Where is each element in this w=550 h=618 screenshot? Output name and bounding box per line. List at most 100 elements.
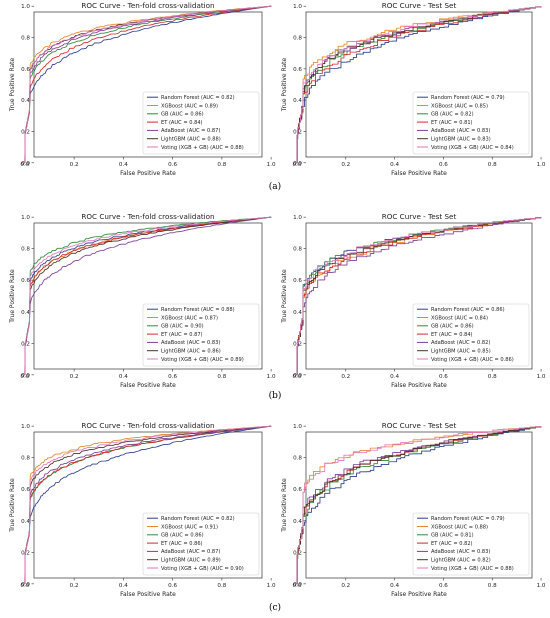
roc-curve-voting bbox=[296, 426, 542, 585]
legend-label: AdaBoost (AUC = 0.83) bbox=[431, 549, 490, 555]
y-tick-label: 0.6 bbox=[293, 487, 302, 493]
y-tick-label: 0.4 bbox=[21, 98, 30, 104]
legend-label: LightGBM (AUC = 0.86) bbox=[161, 349, 221, 355]
y-tick-label: 1.0 bbox=[21, 4, 30, 10]
legend-box bbox=[412, 512, 530, 576]
roc-panel-1: ROC Curve - Ten-fold cross-validation 0.0… bbox=[9, 1, 276, 177]
y-axis-label: True Positive Rate bbox=[9, 269, 16, 324]
row-label-b: (b) bbox=[268, 391, 282, 401]
x-tick-label: 0.4 bbox=[119, 583, 128, 589]
legend-label: GB (AUC = 0.86) bbox=[161, 533, 204, 539]
y-tick-label: 0.6 bbox=[21, 67, 30, 73]
legend-label: Voting (XGB + GB) (AUC = 0.89) bbox=[161, 357, 244, 363]
row-label-a: (a) bbox=[268, 182, 282, 192]
plot-frame bbox=[33, 431, 263, 579]
legend: Random Forest (AUC = 0.79) XGBoost (AUC =… bbox=[412, 512, 530, 576]
legend-label: XGBoost (AUC = 0.84) bbox=[431, 315, 488, 321]
roc-curve-lightgbm bbox=[24, 425, 272, 584]
roc-curve-et bbox=[24, 5, 272, 163]
y-tick-label: 0.4 bbox=[21, 519, 30, 525]
legend-box bbox=[142, 303, 260, 367]
legend-label: Random Forest (AUC = 0.86) bbox=[431, 307, 505, 313]
legend-label: AdaBoost (AUC = 0.83) bbox=[161, 340, 220, 346]
legend-label: GB (AUC = 0.86) bbox=[161, 112, 204, 118]
legend-label: ET (AUC = 0.87) bbox=[161, 332, 203, 338]
x-tick-label: 0.4 bbox=[390, 374, 399, 380]
legend: Random Forest (AUC = 0.88) XGBoost (AUC =… bbox=[142, 303, 260, 367]
roc-curve-lightgbm bbox=[296, 426, 542, 585]
y-tick-label: 0.8 bbox=[21, 456, 30, 462]
y-tick-label: 0.4 bbox=[21, 310, 30, 316]
legend: Random Forest (AUC = 0.86) XGBoost (AUC =… bbox=[412, 303, 530, 367]
y-tick-label: 0.6 bbox=[293, 67, 302, 73]
x-axis-label: False Positive Rate bbox=[120, 382, 176, 389]
legend-label: GB (AUC = 0.82) bbox=[431, 112, 474, 118]
y-tick-label: 0.6 bbox=[21, 487, 30, 493]
legend-label: Voting (XGB + GB) (AUC = 0.86) bbox=[431, 357, 514, 363]
x-tick-label: 0.8 bbox=[488, 162, 497, 168]
legend-label: Voting (XGB + GB) (AUC = 0.84) bbox=[431, 145, 514, 151]
roc-curve-adaboost bbox=[24, 5, 272, 163]
x-tick-label: 0.4 bbox=[119, 162, 128, 168]
roc-panel-5: ROC Curve - Ten-fold cross-validation 0.0… bbox=[9, 421, 276, 598]
roc-curve-et bbox=[24, 425, 272, 584]
y-tick-label: 1.0 bbox=[21, 424, 30, 430]
legend-label: LightGBM (AUC = 0.85) bbox=[431, 349, 491, 355]
chart-title: ROC Curve - Ten-fold cross-validation bbox=[81, 1, 214, 10]
roc-curve-xgboost bbox=[24, 5, 272, 163]
roc-curve-voting bbox=[24, 5, 272, 163]
legend: Random Forest (AUC = 0.79) XGBoost (AUC =… bbox=[412, 91, 530, 155]
x-tick-label: 0.0 bbox=[20, 162, 29, 168]
x-axis-label: False Positive Rate bbox=[120, 170, 176, 177]
roc-curve-random-forest bbox=[296, 6, 542, 164]
legend-box bbox=[412, 303, 530, 367]
roc-curve-voting bbox=[24, 425, 272, 584]
roc-curve-voting bbox=[296, 6, 542, 164]
chart-title: ROC Curve - Test Set bbox=[382, 212, 457, 221]
x-tick-label: 0.6 bbox=[439, 162, 448, 168]
legend-label: AdaBoost (AUC = 0.83) bbox=[431, 128, 490, 134]
x-tick-label: 0.2 bbox=[70, 374, 79, 380]
x-tick-label: 0.2 bbox=[70, 583, 79, 589]
roc-curve-voting bbox=[24, 216, 272, 375]
legend: Random Forest (AUC = 0.82) XGBoost (AUC =… bbox=[142, 512, 260, 576]
legend-label: Random Forest (AUC = 0.82) bbox=[161, 516, 235, 522]
chart-title: ROC Curve - Test Set bbox=[382, 1, 457, 10]
x-axis-label: False Positive Rate bbox=[391, 382, 447, 389]
legend-label: XGBoost (AUC = 0.88) bbox=[431, 524, 488, 530]
x-tick-label: 0.6 bbox=[439, 374, 448, 380]
legend-label: ET (AUC = 0.86) bbox=[161, 541, 203, 547]
legend-label: AdaBoost (AUC = 0.82) bbox=[431, 340, 490, 346]
y-tick-label: 1.0 bbox=[293, 424, 302, 430]
legend-label: Voting (XGB + GB) (AUC = 0.88) bbox=[431, 566, 514, 572]
roc-curve-gb bbox=[24, 5, 272, 163]
legend-label: ET (AUC = 0.82) bbox=[431, 541, 473, 547]
y-axis-label: True Positive Rate bbox=[281, 478, 288, 533]
plot-frame bbox=[33, 11, 263, 158]
roc-curve-adaboost bbox=[24, 425, 272, 584]
legend-label: XGBoost (AUC = 0.87) bbox=[161, 315, 218, 321]
legend-label: XGBoost (AUC = 0.89) bbox=[161, 103, 218, 109]
x-tick-label: 1.0 bbox=[267, 162, 276, 168]
x-tick-label: 0.8 bbox=[488, 583, 497, 589]
legend-label: XGBoost (AUC = 0.85) bbox=[431, 103, 488, 109]
x-tick-label: 0.6 bbox=[168, 162, 177, 168]
legend-label: XGBoost (AUC = 0.91) bbox=[161, 524, 218, 530]
x-axis-label: False Positive Rate bbox=[120, 591, 176, 598]
legend-label: Voting (XGB + GB) (AUC = 0.90) bbox=[161, 566, 244, 572]
y-tick-label: 0.8 bbox=[21, 36, 30, 42]
x-tick-label: 0.2 bbox=[341, 162, 350, 168]
x-tick-label: 0.0 bbox=[293, 583, 302, 589]
y-tick-label: 0.0 bbox=[21, 161, 30, 167]
legend-label: Voting (XGB + GB) (AUC = 0.88) bbox=[161, 145, 244, 151]
roc-curve-et bbox=[296, 6, 542, 164]
chart-title: ROC Curve - Ten-fold cross-validation bbox=[81, 212, 214, 221]
x-tick-label: 1.0 bbox=[537, 374, 546, 380]
chart-title: ROC Curve - Test Set bbox=[382, 421, 457, 430]
x-tick-label: 0.0 bbox=[20, 583, 29, 589]
y-tick-label: 1.0 bbox=[21, 215, 30, 221]
x-tick-label: 0.8 bbox=[217, 374, 226, 380]
y-tick-label: 0.4 bbox=[293, 98, 302, 104]
